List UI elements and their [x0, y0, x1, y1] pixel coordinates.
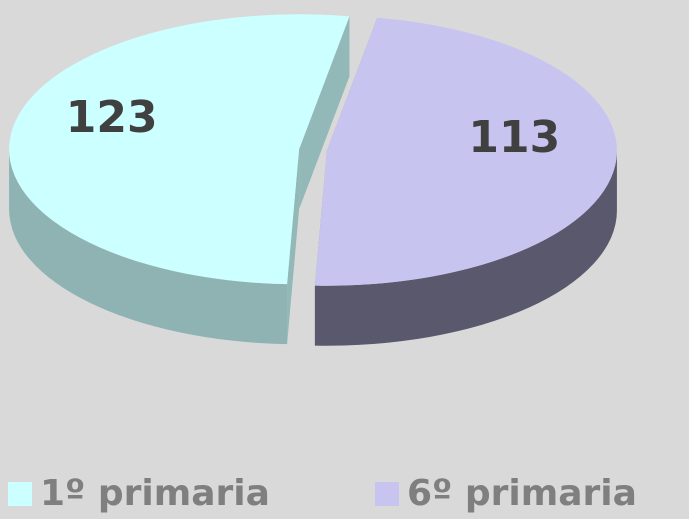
data-label: 123: [66, 92, 158, 143]
legend-swatch: [375, 482, 399, 506]
slice: [9, 14, 350, 285]
slice-cut-face: [299, 16, 350, 210]
legend-swatch: [8, 482, 32, 506]
data-label: 113: [468, 112, 560, 163]
legend-label: 1º primaria: [40, 473, 270, 514]
slice-side: [314, 150, 617, 346]
legend-label: 6º primaria: [407, 473, 637, 514]
slice: [314, 17, 617, 286]
slice-side: [9, 149, 288, 345]
slice-cut-face: [287, 149, 300, 345]
